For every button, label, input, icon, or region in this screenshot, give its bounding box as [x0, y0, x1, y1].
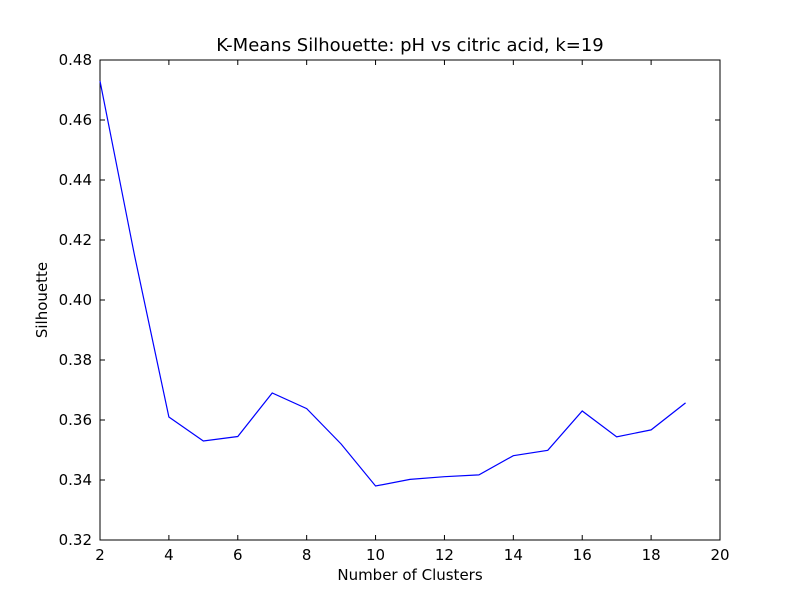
y-tick-label: 0.40 [59, 291, 92, 309]
y-tick-label: 0.48 [59, 51, 92, 69]
y-axis-label: Silhouette [33, 262, 51, 338]
y-tick-label: 0.34 [59, 471, 92, 489]
y-tick-label: 0.32 [59, 531, 92, 549]
x-tick-label: 12 [435, 546, 454, 564]
y-tick-label: 0.44 [59, 171, 92, 189]
x-tick-label: 10 [366, 546, 385, 564]
y-tick-label: 0.42 [59, 231, 92, 249]
x-axis-label: Number of Clusters [337, 566, 482, 584]
x-tick-label: 2 [95, 546, 105, 564]
series-line [99, 80, 686, 487]
y-tick-label: 0.38 [59, 351, 92, 369]
y-tick-label: 0.46 [59, 111, 92, 129]
x-tick-label: 8 [302, 546, 312, 564]
plot-frame [99, 59, 721, 541]
y-tick-label: 0.36 [59, 411, 92, 429]
chart-title: K-Means Silhouette: pH vs citric acid, k… [216, 35, 603, 56]
x-tick-label: 14 [504, 546, 523, 564]
x-tick-label: 16 [573, 546, 592, 564]
x-tick-label: 6 [233, 546, 243, 564]
x-tick-label: 4 [164, 546, 174, 564]
x-tick-label: 18 [642, 546, 661, 564]
x-tick-label: 20 [710, 546, 729, 564]
plot-area: 2 4 6 8 10 12 14 16 18 20 0.32 0.34 0.36 0.38 0.40 0.42… [59, 51, 730, 564]
